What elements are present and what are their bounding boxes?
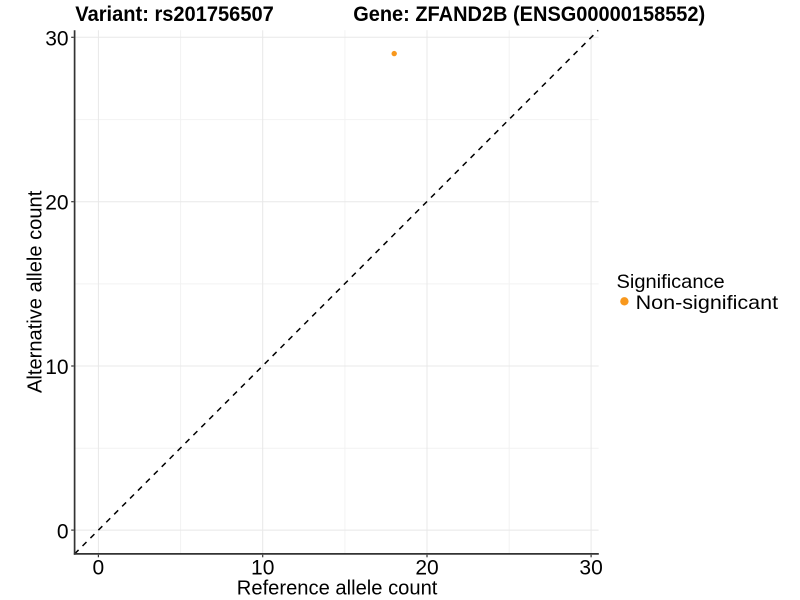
- svg-text:Non-significant: Non-significant: [636, 292, 779, 314]
- svg-text:Alternative allele count: Alternative allele count: [24, 190, 46, 393]
- svg-text:Gene: ZFAND2B (ENSG00000158552: Gene: ZFAND2B (ENSG00000158552): [353, 2, 705, 26]
- svg-text:0: 0: [93, 556, 105, 579]
- svg-text:20: 20: [415, 556, 438, 579]
- svg-text:20: 20: [45, 192, 68, 215]
- svg-text:Significance: Significance: [617, 271, 725, 293]
- svg-text:30: 30: [45, 28, 68, 51]
- svg-text:0: 0: [57, 520, 69, 543]
- svg-text:30: 30: [579, 556, 602, 579]
- svg-text:Reference allele count: Reference allele count: [237, 577, 438, 599]
- svg-text:10: 10: [45, 356, 68, 379]
- svg-text:Variant: rs201756507: Variant: rs201756507: [75, 2, 273, 26]
- svg-text:10: 10: [251, 556, 274, 579]
